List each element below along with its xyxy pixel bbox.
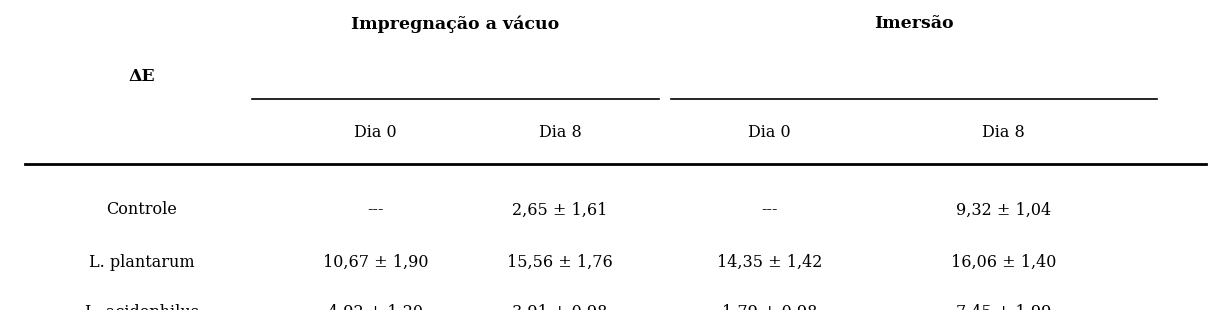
Text: 3,91 ± 0,98: 3,91 ± 0,98 <box>512 304 608 310</box>
Text: 9,32 ± 1,04: 9,32 ± 1,04 <box>955 202 1051 219</box>
Text: 10,67 ± 1,90: 10,67 ± 1,90 <box>323 254 428 271</box>
Text: 1,79 ± 0,98: 1,79 ± 0,98 <box>721 304 817 310</box>
Text: Controle: Controle <box>106 202 177 219</box>
Text: 7,45 ± 1,99: 7,45 ± 1,99 <box>955 304 1051 310</box>
Text: Dia 0: Dia 0 <box>748 124 790 141</box>
Text: Dia 8: Dia 8 <box>539 124 581 141</box>
Text: 15,56 ± 1,76: 15,56 ± 1,76 <box>507 254 613 271</box>
Text: ΔE: ΔE <box>128 68 155 85</box>
Text: Dia 0: Dia 0 <box>355 124 396 141</box>
Text: 4,92 ± 1,20: 4,92 ± 1,20 <box>327 304 423 310</box>
Text: L. acidophilus: L. acidophilus <box>85 304 198 310</box>
Text: 14,35 ± 1,42: 14,35 ± 1,42 <box>716 254 822 271</box>
Text: Impregnação a vácuo: Impregnação a vácuo <box>351 16 560 33</box>
Text: ---: --- <box>761 202 778 219</box>
Text: Dia 8: Dia 8 <box>982 124 1024 141</box>
Text: Imersão: Imersão <box>874 16 954 33</box>
Text: L. plantarum: L. plantarum <box>89 254 194 271</box>
Text: 16,06 ± 1,40: 16,06 ± 1,40 <box>950 254 1056 271</box>
Text: ---: --- <box>367 202 384 219</box>
Text: 2,65 ± 1,61: 2,65 ± 1,61 <box>512 202 608 219</box>
